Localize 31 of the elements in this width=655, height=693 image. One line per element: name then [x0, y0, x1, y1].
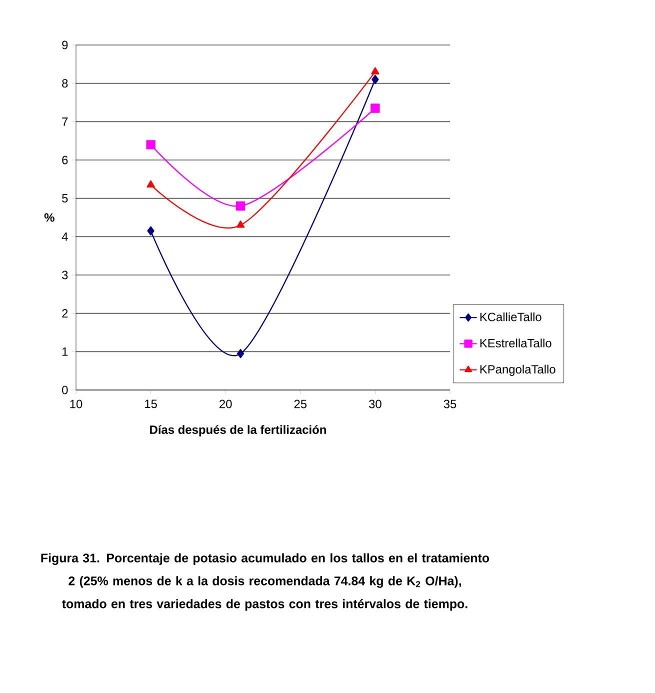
legend-label: KPangolaTallo [480, 364, 556, 376]
x-tick-label: 30 [369, 400, 382, 408]
x-tick-label: 35 [444, 400, 456, 408]
y-tick-label: 0 [62, 386, 68, 394]
point [146, 180, 155, 188]
y-axis-title: % [44, 213, 54, 222]
point [236, 348, 244, 358]
legend-label: KCallieTallo [480, 312, 542, 322]
x-tick-label: 10 [70, 400, 82, 408]
point [147, 226, 154, 236]
point [146, 140, 156, 150]
point [236, 220, 245, 228]
y-tick-label: 3 [62, 270, 68, 280]
point [372, 74, 379, 84]
point [236, 201, 246, 211]
y-tick-label: 7 [62, 118, 68, 126]
point [371, 67, 380, 74]
y-tick-label: 6 [62, 156, 68, 164]
legend-label: KEstrellaTallo [480, 338, 552, 348]
y-tick-label: 9 [62, 40, 68, 50]
y-tick-label: 4 [62, 232, 68, 241]
text: Figura 31. Porcentaje de potasio acumulado en los tallos en el tratamiento 2 (25% menos de k a la dosis recomendada 74.84 kg de K$_{2}$ O/Ha), tomado en tres variedades de pastos con tres intérvalos de tiempo. [41, 553, 490, 611]
y-tick-label: 2 [62, 309, 68, 318]
x-tick-label: 20 [220, 400, 232, 408]
x-axis-title: Días después de la fertilización [150, 425, 326, 436]
y-tick-label: 1 [62, 348, 68, 356]
x-tick-label: 25 [294, 400, 307, 408]
y-tick-label: 5 [62, 194, 68, 202]
y-tick-label: 8 [62, 79, 68, 88]
x-tick-label: 15 [145, 400, 157, 408]
point [370, 104, 380, 113]
